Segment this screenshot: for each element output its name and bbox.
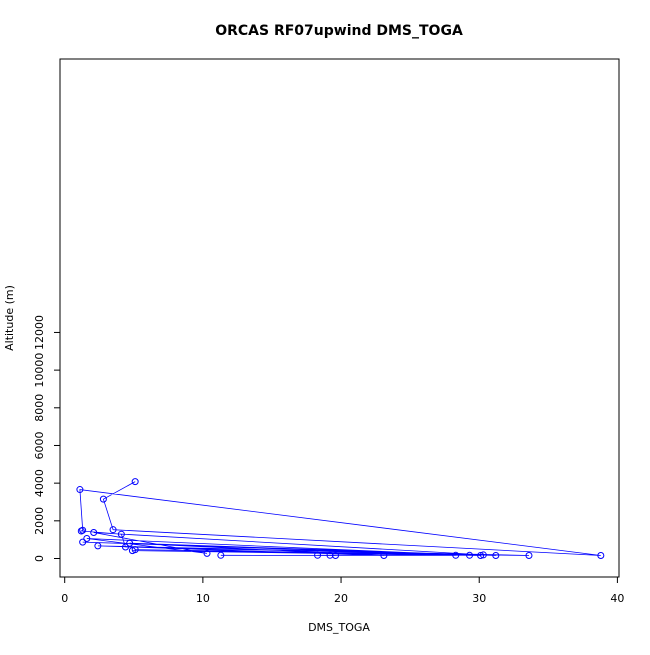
data-point [131,478,139,486]
x-tick-label: 30 [472,592,486,605]
chart-title: ORCAS RF07upwind DMS_TOGA [215,23,463,39]
data-point [597,551,605,559]
data-point [466,551,474,559]
series-layer [76,478,605,559]
data-point [492,551,500,559]
x-axis-label: DMS_TOGA [308,621,370,634]
data-point [109,526,117,534]
y-tick-label: 6000 [33,431,46,459]
data-point [83,535,91,543]
y-axis: 0 2000 4000 6000 8000 10000 12000 [33,315,61,562]
data-point [203,549,211,557]
data-point [525,551,533,559]
y-tick-label: 8000 [33,394,46,422]
x-axis: 0 10 20 30 40 [61,576,624,605]
data-point [90,529,98,537]
y-tick-label: 0 [33,555,46,562]
x-tick-label: 0 [61,592,68,605]
data-point [477,551,485,559]
x-tick-label: 20 [334,592,348,605]
data-point [126,539,134,547]
data-point [380,551,388,559]
data-point [479,551,487,559]
data-point [79,538,87,546]
data-point [76,486,84,494]
y-tick-label: 10000 [33,353,46,388]
x-tick-label: 10 [196,592,210,605]
data-point [452,551,460,559]
data-point [77,527,85,535]
series-line [79,481,601,556]
y-tick-label: 4000 [33,469,46,497]
data-point [217,551,225,559]
y-axis-label: Altitude (m) [3,285,16,351]
data-point [117,530,125,538]
x-tick-label: 40 [610,592,624,605]
data-point [94,542,102,550]
y-tick-label: 2000 [33,507,46,535]
data-point [314,551,322,559]
data-point [332,551,340,559]
data-point [99,495,107,503]
data-point [128,547,136,555]
y-tick-label: 12000 [33,315,46,350]
data-point [121,543,129,551]
